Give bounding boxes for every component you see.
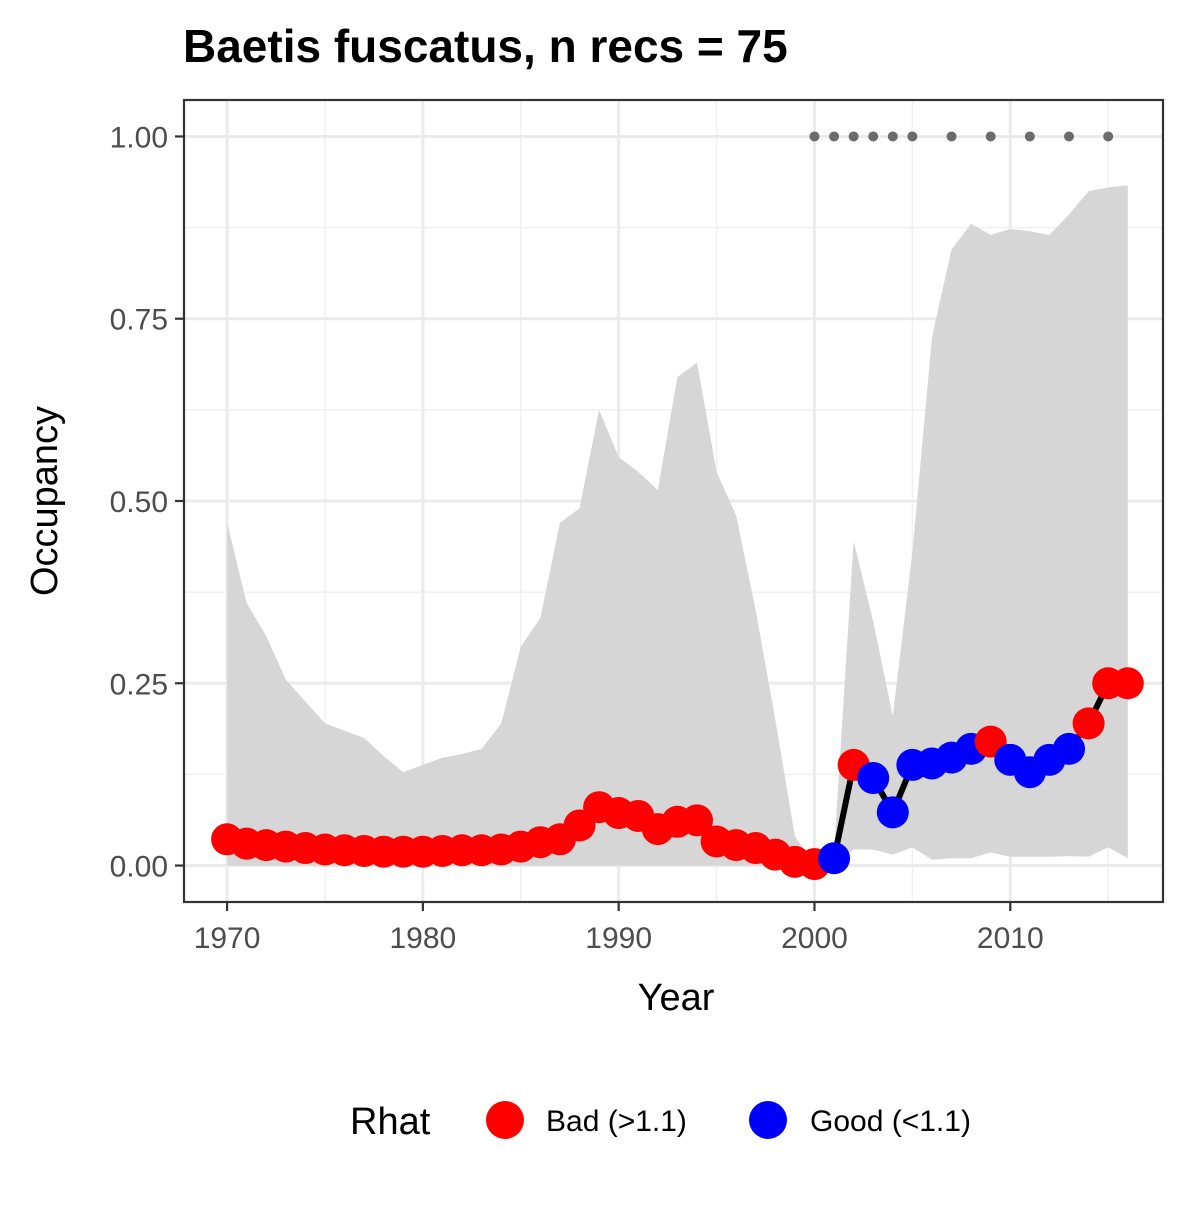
record-year-dot [1103, 131, 1114, 142]
legend-title: Rhat [350, 1101, 431, 1143]
legend-key-bad [486, 1101, 524, 1139]
legend-label-bad: Bad (>1.1) [546, 1105, 687, 1138]
legend: Rhat Bad (>1.1) Good (<1.1) [350, 1101, 971, 1143]
x-tick-label: 1980 [390, 922, 457, 955]
record-year-dot [829, 131, 840, 142]
data-point-good [1053, 732, 1086, 765]
record-year-dot [946, 131, 957, 142]
record-year-dot [1024, 131, 1035, 142]
legend-key-good [749, 1101, 787, 1139]
y-tick-label: 0.50 [110, 486, 168, 519]
record-year-dot [809, 131, 820, 142]
y-tick-label: 0.75 [110, 304, 168, 337]
record-year-dot [1064, 131, 1075, 142]
data-point-bad [1072, 707, 1105, 740]
data-point-bad [1111, 667, 1144, 700]
y-tick-label: 0.00 [110, 851, 168, 884]
data-point-bad [680, 804, 713, 837]
x-tick-label: 2000 [781, 922, 848, 955]
legend-label-good: Good (<1.1) [810, 1105, 971, 1138]
x-tick-label: 2010 [977, 922, 1044, 955]
data-point-good [818, 842, 851, 875]
data-point-good [876, 796, 909, 829]
chart-title: Baetis fuscatus, n recs = 75 [183, 20, 788, 72]
record-year-dot [848, 131, 859, 142]
x-tick-label: 1970 [194, 922, 261, 955]
record-year-dot [887, 131, 898, 142]
occupancy-points [211, 667, 1144, 881]
y-tick-label: 1.00 [110, 121, 168, 154]
record-year-markers [809, 131, 1114, 142]
record-year-dot [907, 131, 918, 142]
y-axis-title: Occupancy [24, 406, 66, 596]
record-year-dot [868, 131, 879, 142]
record-year-dot [985, 131, 996, 142]
x-axis: 1970 1980 1990 2000 2010 [194, 902, 1044, 955]
data-point-good [857, 762, 890, 795]
confidence-ribbon [227, 185, 1128, 866]
y-tick-label: 0.25 [110, 668, 168, 701]
x-tick-label: 1990 [585, 922, 652, 955]
x-axis-title: Year [638, 977, 715, 1019]
y-axis: 0.00 0.25 0.50 0.75 1.00 [110, 121, 184, 884]
plot-panel [182, 98, 1165, 904]
